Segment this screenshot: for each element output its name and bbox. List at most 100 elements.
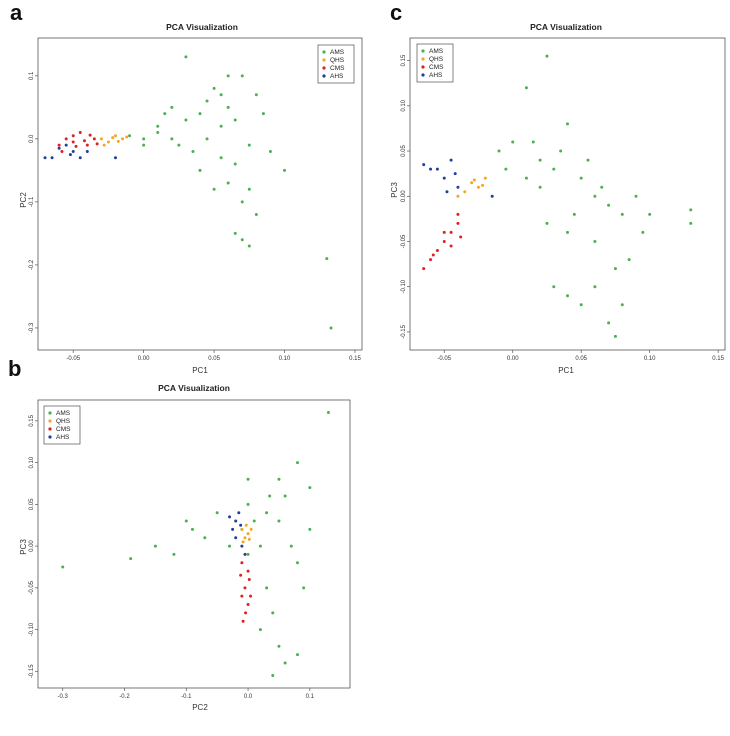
legend-label-ams: AMS [330, 49, 345, 56]
point-cms [456, 212, 460, 216]
point-ams [524, 176, 528, 180]
point-ams [325, 257, 329, 261]
point-ams [219, 156, 223, 160]
point-ahs [43, 156, 47, 160]
point-ams [246, 477, 250, 481]
point-cms [88, 133, 92, 137]
plot-a-title: PCA Visualization [166, 22, 238, 32]
legend-label-ahs: AHS [330, 73, 344, 80]
legend-label-cms: CMS [330, 65, 345, 72]
point-ams [634, 194, 638, 198]
legend-marker-ahs [421, 73, 425, 77]
point-ams [233, 162, 237, 166]
point-ams [247, 187, 251, 191]
point-ams [129, 557, 133, 561]
legend-label-ams: AMS [429, 48, 444, 55]
point-cms [249, 594, 253, 598]
point-qhs [241, 540, 245, 544]
legend-marker-ams [322, 50, 326, 54]
point-cms [459, 235, 463, 239]
legend-label-cms: CMS [429, 64, 444, 71]
point-ahs [228, 515, 232, 519]
point-cms [247, 577, 251, 581]
point-ams [545, 54, 549, 58]
point-ams [524, 86, 528, 90]
point-ams [184, 55, 188, 59]
point-ahs [445, 190, 449, 194]
point-ams [190, 527, 194, 531]
point-ams [226, 74, 230, 78]
point-ams [283, 494, 287, 498]
plot-a-xtick-label: -0.05 [66, 356, 80, 362]
plot-a-ytick-label: -0.3 [29, 322, 35, 333]
plot-a-xlabel: PC1 [192, 366, 208, 375]
plot-b-frame [37, 399, 351, 689]
plot-b-xtick-label: 0.0 [244, 694, 253, 700]
point-cms [239, 573, 243, 577]
point-ams [215, 511, 219, 515]
point-ams [156, 124, 160, 128]
point-ahs [243, 552, 247, 556]
point-ams [277, 477, 281, 481]
point-cms [60, 149, 64, 153]
plot-c-ylabel: PC3 [390, 182, 399, 198]
point-ams [289, 544, 293, 548]
legend-label-cms: CMS [56, 426, 71, 433]
point-ams [205, 99, 209, 103]
point-ahs [113, 156, 117, 160]
point-ahs [429, 167, 433, 171]
point-ams [172, 552, 176, 556]
legend-marker-qhs [48, 419, 52, 423]
point-ams [566, 294, 569, 298]
plot-c-ytick-label: 0.10 [401, 99, 407, 111]
plot-c-xticks: -0.05 0.00 0.05 0.10 0.15 [437, 350, 725, 362]
point-qhs [106, 140, 110, 144]
point-ahs [85, 149, 89, 153]
plot-c-xtick-label: -0.05 [437, 356, 451, 362]
point-ams [170, 105, 174, 109]
point-ams [613, 334, 617, 338]
point-ams [620, 303, 624, 307]
point-ahs [234, 519, 238, 523]
point-ams [277, 644, 281, 648]
point-ams [326, 411, 330, 415]
legend-marker-qhs [421, 57, 425, 61]
plot-b-ytick-label: 0.15 [29, 414, 35, 426]
point-qhs [116, 139, 120, 143]
legend-marker-cms [48, 427, 52, 431]
point-cms [246, 603, 250, 607]
legend-marker-cms [421, 65, 425, 69]
point-ams [228, 544, 232, 548]
point-ahs [456, 185, 460, 189]
point-ams [572, 212, 576, 216]
point-ams [240, 74, 244, 78]
point-ams [247, 244, 251, 248]
point-qhs [470, 181, 474, 185]
plot-b-ytick-label: 0.00 [29, 540, 35, 552]
plot-a-points [43, 55, 333, 330]
point-ams [552, 167, 556, 171]
point-ams [648, 212, 652, 216]
point-ams [219, 124, 223, 128]
point-ams [261, 112, 265, 116]
point-cms [85, 143, 89, 147]
point-ahs [240, 544, 244, 548]
plot-a-xtick-label: 0.10 [279, 356, 291, 362]
plot-b-ytick-label: -0.15 [29, 664, 35, 678]
plot-a-xtick-label: 0.05 [208, 356, 220, 362]
point-ams [156, 131, 160, 135]
point-ams [184, 118, 188, 122]
point-ams [504, 167, 508, 171]
point-ams [61, 565, 65, 569]
point-cms [57, 143, 61, 147]
point-ams [226, 181, 230, 185]
point-ams [233, 118, 237, 122]
plot-c-title: PCA Visualization [530, 22, 602, 32]
plot-a-xticks: -0.05 0.00 0.05 0.10 0.15 [66, 350, 361, 362]
point-cms [241, 619, 245, 623]
plot-b-xticks: -0.3 -0.2 -0.1 0.0 0.1 [58, 688, 315, 700]
point-ahs [490, 194, 494, 198]
point-qhs [102, 143, 106, 147]
plot-a-ylabel: PC2 [19, 192, 28, 208]
